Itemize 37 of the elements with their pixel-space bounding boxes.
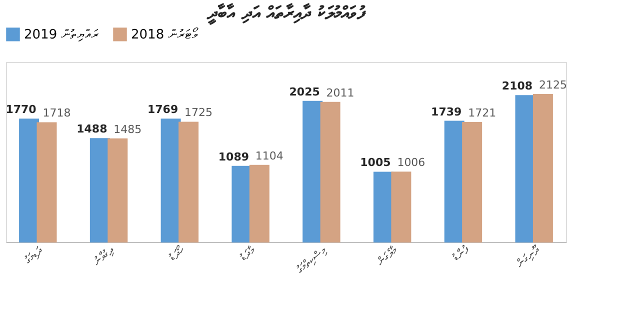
- bar: [532, 94, 553, 242]
- data-label: 1488: [76, 122, 108, 136]
- bar: [19, 118, 40, 242]
- data-label: 1718: [42, 106, 71, 120]
- bar: [178, 122, 199, 242]
- data-label: 2125: [538, 78, 567, 92]
- legend-label: ވޯޓަރުން 2018: [131, 26, 200, 42]
- data-label: 1770: [6, 103, 37, 116]
- data-label: 2025: [289, 85, 320, 98]
- x-tick-label: މިސްކިތްމަގު: [294, 244, 330, 276]
- data-label: 2108: [502, 80, 533, 93]
- data-label: 1006: [397, 156, 426, 170]
- data-label: 1485: [114, 122, 142, 136]
- chart-title: ފުވައްމުލަކު ދާއިރާތައް އަދި އާބާދީ: [206, 3, 366, 26]
- bar: [391, 172, 412, 242]
- data-label: 1005: [360, 156, 391, 170]
- x-tick-label: ފުނާޑު: [450, 242, 472, 264]
- bar: [249, 164, 270, 242]
- bar: [320, 102, 340, 242]
- data-label: 1721: [468, 106, 496, 120]
- data-label: 1089: [218, 150, 250, 164]
- x-tick-label: މާލެގަން: [374, 244, 400, 268]
- data-label: 2011: [326, 86, 354, 100]
- x-tick-label: ދޫނިގަން: [514, 242, 544, 270]
- bar: [108, 138, 128, 242]
- x-tick-label: ދިގުވާނު: [90, 243, 118, 268]
- legend-label: ރައްޔިތުން 2019: [24, 27, 100, 42]
- x-tick-label: ހޯދަޑު: [166, 244, 188, 264]
- data-label: 1739: [431, 105, 462, 118]
- x-tick-label: މާދަޑު: [238, 244, 258, 264]
- data-label: 1769: [148, 103, 178, 116]
- data-label: 1725: [184, 106, 213, 120]
- x-tick-label: ދަޑިމަގު: [22, 244, 46, 267]
- bar: [462, 122, 482, 242]
- bar: [36, 122, 57, 242]
- data-label: 1104: [255, 149, 284, 162]
- bar: [302, 100, 323, 242]
